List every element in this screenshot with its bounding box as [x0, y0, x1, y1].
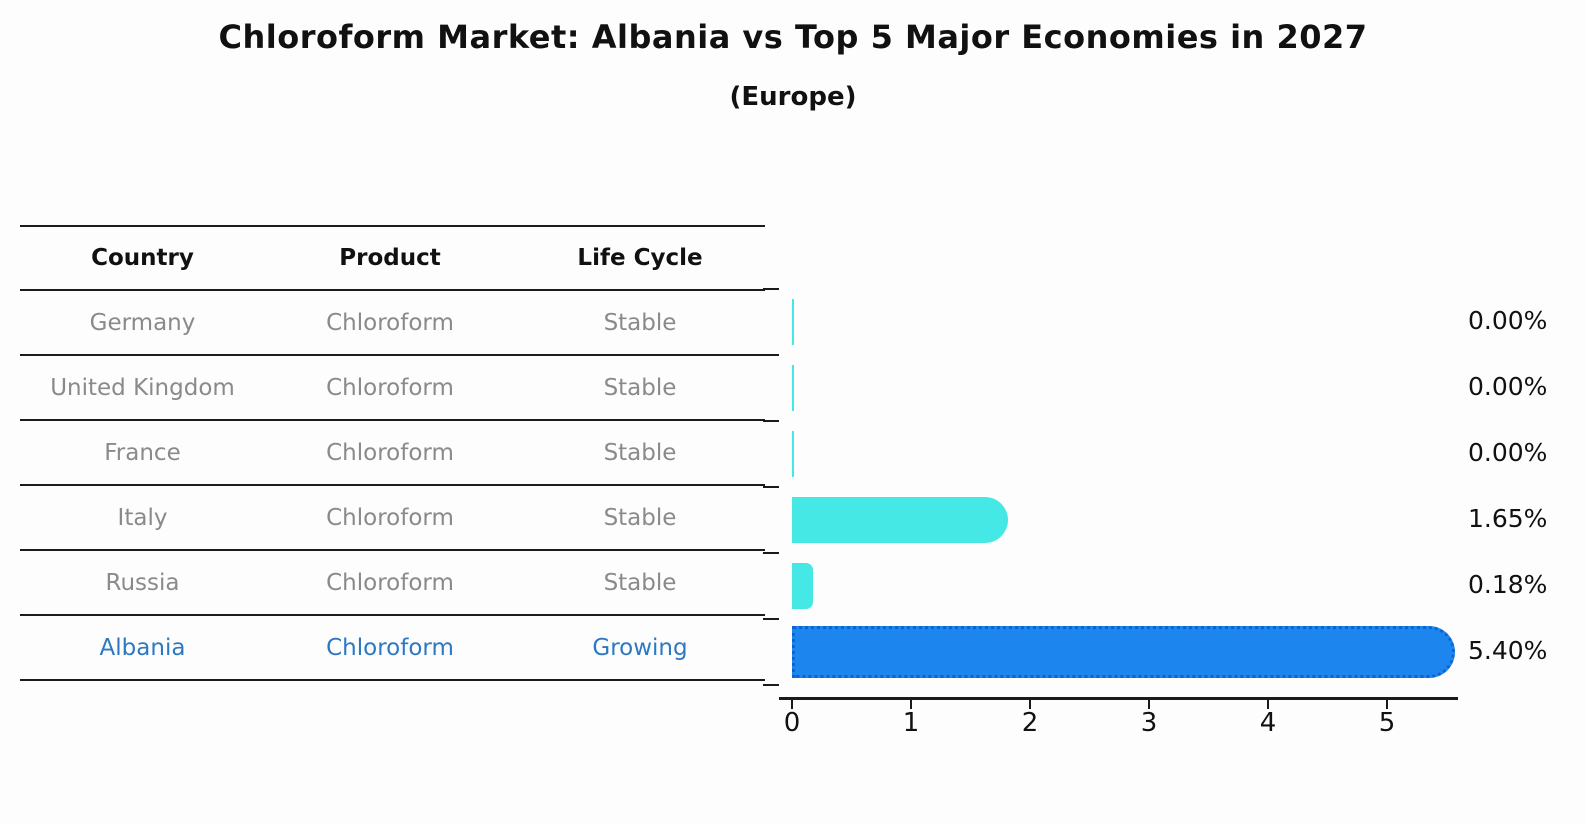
product-cell: Chloroform	[326, 634, 454, 661]
x-axis-tick-label: 3	[1140, 708, 1158, 738]
product-cell: Chloroform	[326, 569, 454, 596]
country-cell: United Kingdom	[50, 374, 235, 401]
x-axis-tick-label: 5	[1378, 708, 1396, 738]
x-axis-tick	[1029, 700, 1031, 709]
life-cycle-cell: Growing	[592, 634, 688, 661]
bar	[792, 299, 794, 345]
chart-subtitle: (Europe)	[729, 82, 857, 112]
value-label: 0.00%	[1468, 372, 1548, 401]
country-cell: Albania	[99, 634, 186, 661]
x-axis-tick	[910, 700, 912, 709]
product-cell: Chloroform	[326, 309, 454, 336]
category-tick	[763, 288, 779, 290]
value-label: 0.18%	[1468, 570, 1548, 599]
chart-title: Chloroform Market: Albania vs Top 5 Majo…	[218, 18, 1368, 56]
category-tick	[763, 618, 779, 620]
value-label: 0.00%	[1468, 438, 1548, 467]
product-cell: Chloroform	[326, 504, 454, 531]
table-row: France Chloroform Stable	[20, 419, 765, 484]
value-label: 5.40%	[1468, 636, 1548, 665]
life-cycle-cell: Stable	[603, 504, 677, 531]
x-axis-tick-label: 0	[783, 708, 801, 738]
product-cell: Chloroform	[326, 439, 454, 466]
table-row: Germany Chloroform Stable	[20, 289, 765, 354]
column-header: Product	[339, 245, 441, 271]
x-axis-tick	[791, 700, 793, 709]
column-header: Country	[91, 245, 194, 271]
x-axis-tick	[1386, 700, 1388, 709]
bar	[792, 563, 813, 609]
table-row: Albania Chloroform Growing	[20, 614, 765, 679]
table-row: Italy Chloroform Stable	[20, 484, 765, 549]
category-tick	[763, 486, 779, 488]
x-axis	[779, 697, 1458, 700]
country-cell: Germany	[89, 309, 196, 336]
bar	[792, 431, 794, 477]
bar-highlight	[792, 626, 1455, 678]
life-cycle-cell: Stable	[603, 569, 677, 596]
country-cell: Italy	[117, 504, 168, 531]
x-axis-tick	[1148, 700, 1150, 709]
country-cell: Russia	[105, 569, 180, 596]
table-row: United Kingdom Chloroform Stable	[20, 354, 765, 419]
x-axis-tick	[1267, 700, 1269, 709]
x-axis-tick-label: 1	[902, 708, 920, 738]
category-tick	[763, 552, 779, 554]
table-row: Russia Chloroform Stable	[20, 549, 765, 614]
table-header-row: Country Product Life Cycle	[20, 225, 765, 289]
value-label: 1.65%	[1468, 504, 1548, 533]
category-tick	[763, 684, 779, 686]
x-axis-tick-label: 2	[1021, 708, 1039, 738]
category-tick	[763, 420, 779, 422]
bar	[792, 497, 1008, 543]
value-label: 0.00%	[1468, 306, 1548, 335]
bar	[792, 365, 794, 411]
life-cycle-cell: Stable	[603, 374, 677, 401]
life-cycle-cell: Stable	[603, 309, 677, 336]
life-cycle-cell: Stable	[603, 439, 677, 466]
data-table: Country Product Life Cycle Germany Chlorofor…	[20, 225, 765, 681]
product-cell: Chloroform	[326, 374, 454, 401]
category-tick	[763, 354, 779, 356]
country-cell: France	[104, 439, 181, 466]
x-axis-tick-label: 4	[1259, 708, 1277, 738]
column-header: Life Cycle	[577, 245, 703, 271]
